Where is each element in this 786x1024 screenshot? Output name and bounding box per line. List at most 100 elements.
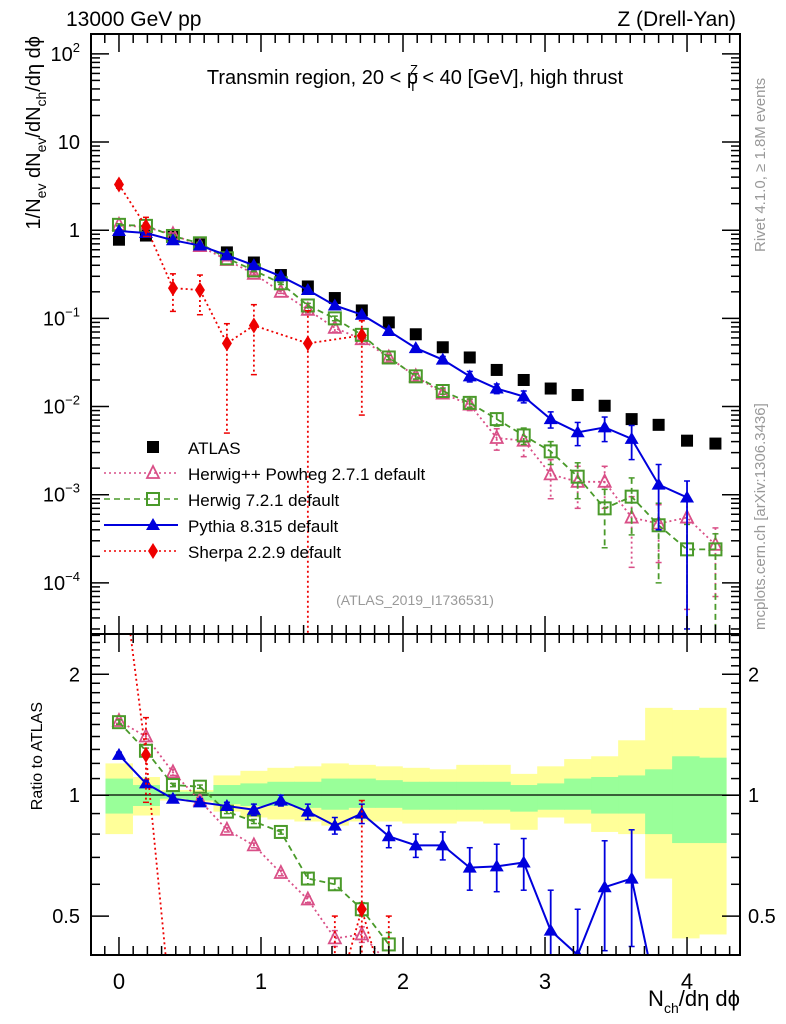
data-point xyxy=(597,880,612,893)
data-point xyxy=(300,298,315,313)
data-point xyxy=(408,341,423,354)
data-point xyxy=(543,444,558,459)
data-point xyxy=(327,818,342,831)
xlabel-pre: N xyxy=(648,986,664,1011)
main-x-ticks xyxy=(104,34,731,634)
data-point xyxy=(624,431,639,444)
ratio-series-sherpa-2-2-9-default xyxy=(129,634,394,1013)
series-line xyxy=(118,223,717,546)
legend-marker xyxy=(146,492,160,506)
rivet-version-label: Rivet 4.1.0, ≥ 1.8M events xyxy=(752,78,769,252)
data-point xyxy=(435,838,450,851)
data-point xyxy=(709,437,722,450)
data-point xyxy=(221,335,232,352)
stat-band-bin xyxy=(699,757,727,844)
data-point xyxy=(597,501,612,516)
data-point xyxy=(165,778,180,793)
data-point xyxy=(138,727,154,743)
main-series-layer xyxy=(111,176,723,634)
data-point xyxy=(516,855,531,868)
data-point xyxy=(354,806,369,819)
legend-item: ATLAS xyxy=(147,439,241,458)
data-point xyxy=(192,795,207,808)
data-point xyxy=(111,715,126,730)
data-point xyxy=(381,323,396,336)
series-pythia-8-315-default xyxy=(111,223,695,630)
data-point xyxy=(408,838,423,851)
data-point xyxy=(273,793,288,806)
data-point xyxy=(680,490,695,503)
data-point xyxy=(300,804,315,817)
plot-title: Transmin region, 20 < pZ T < 40 [GeV], hi… xyxy=(207,62,624,94)
legend-label: Herwig 7.2.1 default xyxy=(188,491,339,510)
analysis-id-label: (ATLAS_2019_I1736531) xyxy=(336,592,494,608)
y-tick-label: 10 xyxy=(58,132,80,154)
data-point xyxy=(652,418,665,431)
data-point xyxy=(436,341,449,354)
data-point xyxy=(516,431,532,447)
data-point xyxy=(681,434,694,447)
x-tick-label: 2 xyxy=(397,969,409,994)
stat-band-bin xyxy=(483,781,511,810)
xlabel-sub: ch xyxy=(664,1000,679,1016)
x-tick-label: 4 xyxy=(681,969,693,994)
ratio-line xyxy=(129,634,376,955)
data-point xyxy=(111,223,126,236)
ratio-x-axis: 0 1 2 3 4 xyxy=(104,634,731,994)
y-tick-label: 102 xyxy=(51,40,80,66)
legend-label: ATLAS xyxy=(188,439,241,458)
data-point xyxy=(273,824,288,839)
data-point xyxy=(165,763,181,779)
data-point xyxy=(543,923,558,936)
legend-marker xyxy=(146,518,160,530)
data-point xyxy=(248,317,259,334)
stat-band-bin xyxy=(375,780,403,808)
data-point xyxy=(330,997,340,1013)
legend: ATLAS Herwig++ Powheg 2.7.1 default Herwig… xyxy=(104,439,425,562)
x-axis-label: Nch/dη dϕ xyxy=(648,986,740,1016)
series-line xyxy=(118,223,716,551)
data-point xyxy=(489,381,504,394)
ratio-panel: 0.5 0.5 1 1 2 2 0 1 2 3 4 Ratio to ATLAS Nch/dη d… xyxy=(29,633,776,1016)
series-atlas xyxy=(112,229,722,450)
main-y-axis: 102 10 1 10−1 10−2 10−3 10−4 xyxy=(43,40,740,630)
data-point xyxy=(356,901,367,918)
data-point xyxy=(302,335,313,352)
y-tick-label: 10−3 xyxy=(43,481,80,507)
data-point xyxy=(113,176,124,193)
data-point xyxy=(598,399,611,412)
stat-band-bin xyxy=(402,781,430,810)
legend-item: Herwig++ Powheg 2.7.1 default xyxy=(104,463,425,484)
data-point xyxy=(489,412,504,427)
x-tick-label: 1 xyxy=(255,969,267,994)
data-point xyxy=(384,997,394,1013)
stat-band-bin xyxy=(645,769,673,835)
data-point xyxy=(300,871,315,886)
data-point xyxy=(625,413,638,426)
main-y-axis-label: 1/Nev dNev/dNch/dη dϕ xyxy=(23,36,49,229)
data-point xyxy=(435,384,450,399)
data-point xyxy=(571,389,584,402)
xlabel-post: /dη dϕ xyxy=(679,986,740,1011)
data-point xyxy=(462,860,477,873)
y-tick-label: 10−1 xyxy=(43,304,80,330)
legend-label: Pythia 8.315 default xyxy=(188,517,339,536)
data-point xyxy=(300,300,316,316)
data-point xyxy=(381,829,396,842)
data-point xyxy=(462,369,477,382)
data-point xyxy=(409,328,422,341)
y-tick-label-right: 1 xyxy=(748,785,759,807)
legend-item: Pythia 8.315 default xyxy=(104,517,339,536)
data-point xyxy=(516,389,531,402)
data-point xyxy=(381,350,396,365)
ratio-y-axis-label: Ratio to ATLAS xyxy=(29,702,46,810)
data-point xyxy=(435,352,450,365)
y-tick-label-right: 0.5 xyxy=(748,906,776,928)
y-tick-label: 10−4 xyxy=(43,569,80,595)
y-tick-label-right: 2 xyxy=(748,664,759,686)
series-line xyxy=(118,229,688,499)
data-point xyxy=(327,877,342,892)
uncertainty-bands xyxy=(105,707,727,939)
legend-item: Herwig 7.2.1 default xyxy=(104,491,339,510)
